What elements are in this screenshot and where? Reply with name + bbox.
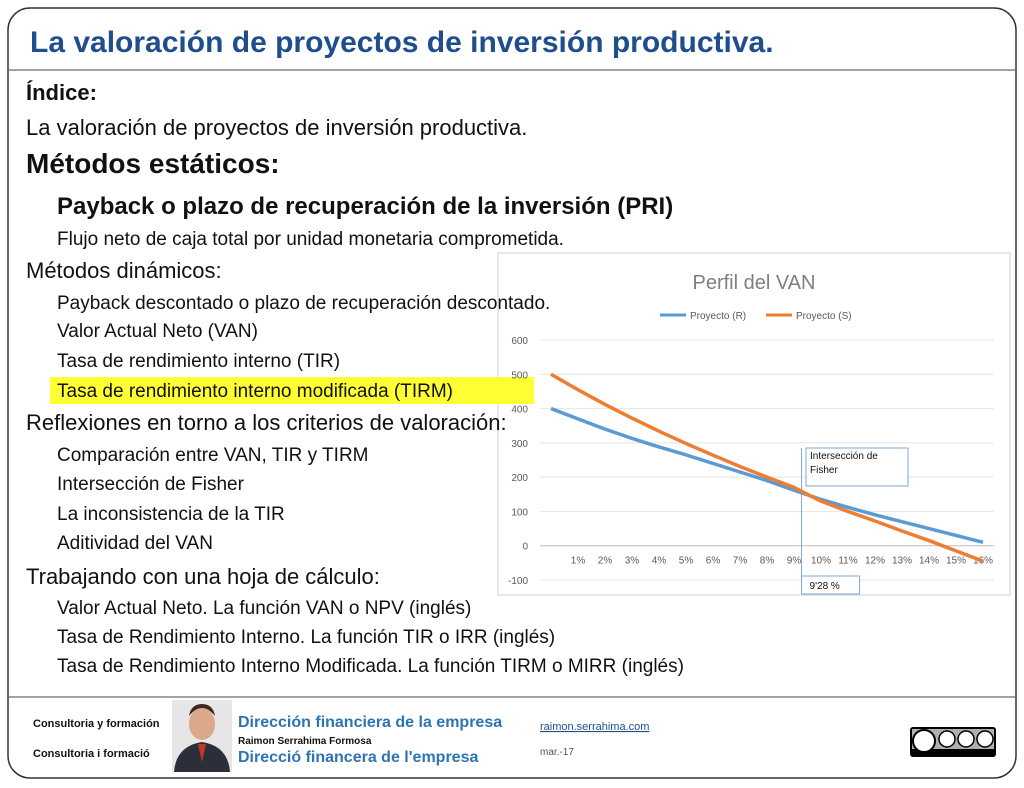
- slide-item: Valor Actual Neto. La función VAN o NPV …: [57, 598, 471, 619]
- slide-item: Comparación entre VAN, TIR y TIRM: [57, 445, 369, 466]
- x-tick-label: 16%: [973, 556, 993, 567]
- marker-box: [801, 575, 861, 595]
- x-tick-label: 7%: [733, 556, 748, 567]
- annotation-text: Intersección de Fisher: [810, 451, 878, 476]
- x-tick-label: 2%: [598, 556, 613, 567]
- slide-item: Índice:: [26, 80, 97, 105]
- site-link[interactable]: raimon.serrahima.com: [540, 721, 649, 733]
- series-line: [550, 406, 984, 544]
- legend-label: Proyecto (S): [796, 311, 852, 322]
- author: Raimon Serrahima Formosa: [238, 736, 372, 747]
- footer-left: Consultoria i formació: [33, 748, 150, 760]
- x-tick-label: 5%: [679, 556, 694, 567]
- x-tick-label: 4%: [652, 556, 667, 567]
- date: mar.-17: [540, 747, 574, 758]
- slide-item: Tasa de Rendimiento Interno. La función …: [57, 627, 555, 648]
- annotation-box: [805, 447, 909, 487]
- slide-item: Payback descontado o plazo de recuperaci…: [57, 293, 550, 314]
- x-tick-label: 10%: [811, 556, 831, 567]
- highlight: [50, 377, 534, 404]
- y-tick-label: -100: [508, 576, 528, 587]
- x-tick-label: 9%: [787, 556, 802, 567]
- slide-item: Payback o plazo de recuperación de la in…: [57, 193, 673, 220]
- series-line: [550, 372, 984, 563]
- slide-item: Valor Actual Neto (VAN): [57, 321, 258, 342]
- slide-item: Tasa de rendimiento interno modificada (…: [57, 381, 453, 402]
- author-photo: [172, 700, 232, 772]
- x-tick-label: 13%: [892, 556, 912, 567]
- x-tick-label: 11%: [838, 556, 857, 567]
- x-tick-label: 1%: [571, 556, 586, 567]
- slide-item: Intersección de Fisher: [57, 474, 245, 495]
- x-tick-label: 6%: [706, 556, 721, 567]
- slide-item: Tasa de rendimiento interno (TIR): [57, 351, 340, 372]
- x-tick-label: 12%: [865, 556, 885, 567]
- x-tick-label: 3%: [625, 556, 640, 567]
- legend-label: Proyecto (R): [690, 311, 746, 322]
- x-tick-label: 15%: [946, 556, 966, 567]
- license-badge: [910, 727, 996, 757]
- y-tick-label: 500: [511, 370, 528, 381]
- y-tick-label: 200: [511, 473, 528, 484]
- slide-item: La valoración de proyectos de inversión …: [26, 115, 527, 140]
- y-tick-label: 600: [511, 336, 528, 347]
- y-tick-label: 300: [511, 439, 528, 450]
- brand-ca: Direcció financera de l'empresa: [238, 749, 478, 766]
- slide-item: Trabajando con una hoja de cálculo:: [26, 564, 380, 589]
- brand: Dirección financiera de la empresa: [238, 714, 502, 731]
- slide-item: Flujo neto de caja total por unidad mone…: [57, 229, 564, 250]
- x-tick-label: 8%: [760, 556, 775, 567]
- footer-left: Consultoria y formación: [33, 718, 160, 730]
- slide-item: Tasa de Rendimiento Interno Modificada. …: [57, 656, 684, 677]
- annotation: Intersección de Fisher: [810, 451, 878, 476]
- slide-item: Métodos estáticos:: [26, 148, 280, 179]
- y-tick-label: 100: [511, 507, 528, 518]
- marker-label: 9'28 %: [810, 581, 840, 592]
- x-tick-label: 14%: [919, 556, 939, 567]
- slide-title: La valoración de proyectos de inversión …: [30, 26, 774, 59]
- y-tick-label: 0: [522, 542, 528, 553]
- slide-item: Reflexiones en torno a los criterios de …: [26, 410, 507, 435]
- y-tick-label: 400: [511, 405, 528, 416]
- slide-item: Aditividad del VAN: [57, 533, 213, 554]
- chart-title: Perfil del VAN: [692, 272, 815, 294]
- slide-item: La inconsistencia de la TIR: [57, 504, 285, 525]
- slide-item: Métodos dinámicos:: [26, 258, 222, 283]
